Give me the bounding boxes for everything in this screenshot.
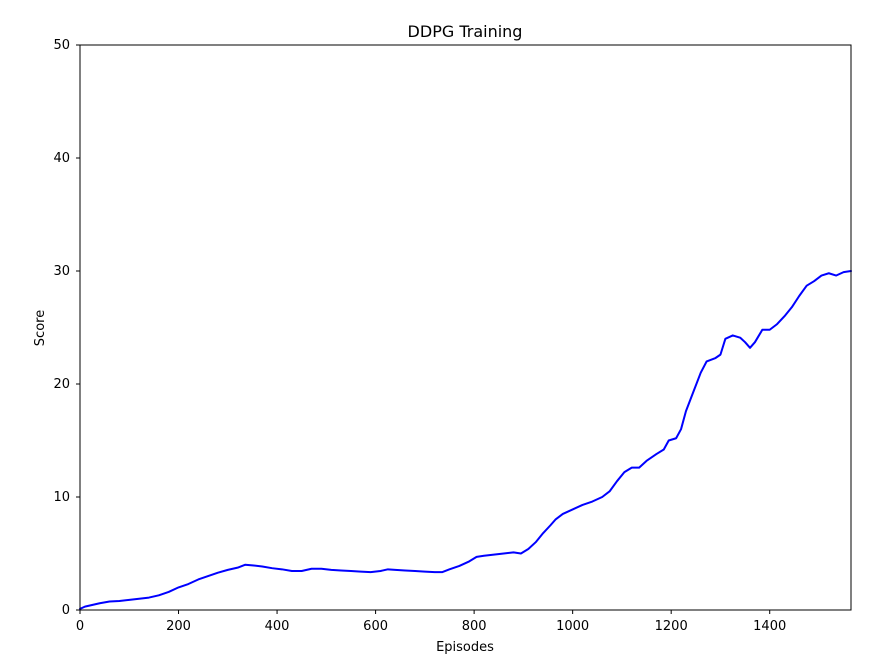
x-tick-label: 1400 [753, 619, 786, 634]
x-tick-label: 800 [462, 619, 487, 634]
x-tick-label: 1200 [655, 619, 688, 634]
y-tick-label: 50 [53, 38, 70, 53]
y-tick-label: 0 [62, 603, 70, 618]
chart-title: DDPG Training [408, 22, 523, 41]
x-tick-label: 400 [265, 619, 290, 634]
y-tick-label: 30 [53, 264, 70, 279]
x-tick-label: 1000 [556, 619, 589, 634]
y-tick-label: 10 [53, 490, 70, 505]
plot-frame [79, 44, 852, 611]
x-tick-label: 600 [363, 619, 388, 634]
x-tick-label: 200 [166, 619, 191, 634]
y-axis-ticks: 0 10 20 30 40 50 [53, 38, 80, 618]
y-axis-label: Score [33, 310, 48, 346]
x-axis-ticks: 0 200 400 600 800 1000 1200 1400 [76, 610, 786, 634]
y-tick-label: 40 [53, 151, 70, 166]
x-axis-label: Episodes [436, 640, 494, 655]
x-tick-label: 0 [76, 619, 84, 634]
series-line [79, 270, 852, 610]
y-tick-label: 20 [53, 377, 70, 392]
